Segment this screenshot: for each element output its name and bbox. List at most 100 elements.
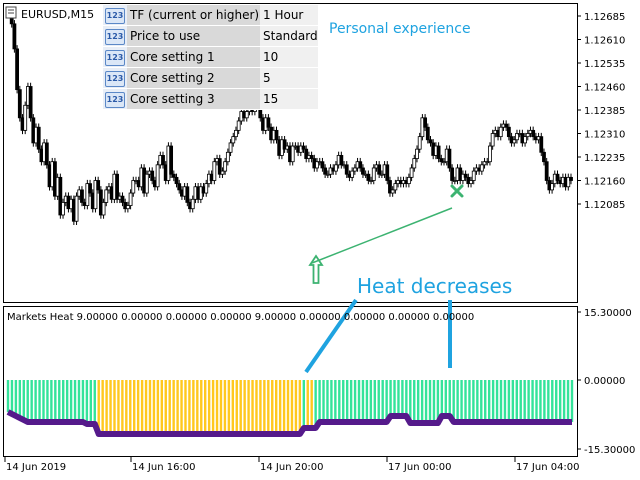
heat-bar bbox=[361, 380, 365, 422]
param-value[interactable]: Standard bbox=[260, 25, 318, 47]
candle-body bbox=[531, 129, 536, 138]
heat-bar bbox=[38, 380, 41, 422]
candle-body bbox=[315, 161, 319, 169]
heat-bar bbox=[65, 380, 69, 422]
candle-body bbox=[452, 180, 457, 182]
heat-bar bbox=[452, 380, 455, 422]
heat-bar bbox=[456, 380, 459, 422]
123-icon: 123 bbox=[105, 7, 125, 24]
price-label: 1.12610 bbox=[584, 36, 625, 47]
heat-bar bbox=[416, 380, 420, 423]
candle-body bbox=[439, 158, 444, 163]
candle-body bbox=[371, 167, 376, 181]
heat-bar bbox=[523, 380, 526, 422]
heat-bar bbox=[58, 380, 61, 422]
heat-bar bbox=[562, 380, 566, 422]
candle-body bbox=[266, 117, 271, 128]
param-row-core1[interactable]: 123 Core setting 1 10 bbox=[103, 46, 318, 68]
heat-bar bbox=[365, 380, 369, 422]
heat-bar bbox=[409, 380, 412, 423]
heat-bar bbox=[77, 380, 81, 422]
candle-body bbox=[485, 161, 490, 164]
candle-body bbox=[409, 167, 414, 178]
heat-bar bbox=[286, 380, 290, 434]
heat-bar bbox=[566, 380, 570, 422]
candle-body bbox=[128, 192, 133, 206]
heat-bar bbox=[259, 380, 262, 434]
candle-body bbox=[96, 180, 101, 191]
candle-body bbox=[358, 161, 363, 169]
heat-bar bbox=[113, 380, 116, 434]
param-row-core2[interactable]: 123 Core setting 2 5 bbox=[103, 67, 318, 89]
candle-body bbox=[282, 139, 287, 150]
price-label: 1.12685 bbox=[584, 12, 625, 23]
candle-body bbox=[88, 183, 92, 194]
candle-body bbox=[212, 161, 217, 181]
candle-body bbox=[490, 133, 495, 147]
heat-bar bbox=[267, 380, 270, 434]
chart-menu-icon[interactable] bbox=[5, 6, 17, 19]
param-row-price[interactable]: 123 Price to use Standard bbox=[103, 25, 318, 47]
param-value[interactable]: 5 bbox=[260, 67, 318, 89]
candle-body bbox=[423, 117, 427, 128]
candle-body bbox=[301, 145, 306, 150]
heat-bar bbox=[472, 380, 475, 422]
candle-body bbox=[17, 89, 22, 119]
candle-body bbox=[325, 173, 330, 176]
candle-body bbox=[236, 120, 241, 131]
heat-bar bbox=[215, 380, 219, 434]
candle-body bbox=[28, 86, 33, 119]
heat-bar bbox=[6, 380, 10, 412]
candle-body bbox=[469, 180, 473, 185]
heat-bar bbox=[373, 380, 376, 422]
heat-bar bbox=[306, 380, 309, 428]
param-row-tf[interactable]: 123 TF (current or higher) 1 Hour bbox=[103, 5, 318, 26]
candle-body bbox=[352, 167, 357, 172]
candle-body bbox=[177, 183, 182, 191]
candle-body bbox=[442, 161, 446, 164]
heat-bar bbox=[26, 380, 29, 422]
heat-bar bbox=[338, 380, 341, 422]
heat-bar bbox=[18, 380, 22, 418]
trend-line[interactable] bbox=[311, 207, 453, 264]
candle-body bbox=[428, 139, 433, 144]
param-value[interactable]: 1 Hour bbox=[260, 5, 318, 26]
123-icon: 123 bbox=[105, 28, 125, 45]
heat-bar bbox=[531, 380, 534, 422]
heat-bar bbox=[515, 380, 518, 422]
personal-experience-label: Personal experience bbox=[329, 21, 471, 37]
heat-bar bbox=[428, 380, 432, 423]
heat-bar bbox=[389, 380, 392, 416]
heat-bar bbox=[440, 380, 444, 416]
heat-bar bbox=[314, 380, 317, 428]
123-icon: 123 bbox=[105, 70, 125, 87]
heat-bar bbox=[397, 380, 400, 416]
candle-body bbox=[161, 155, 165, 166]
candle-body bbox=[523, 136, 527, 144]
heat-bar bbox=[278, 380, 282, 434]
heat-bar bbox=[255, 380, 258, 434]
heat-bar bbox=[184, 380, 187, 434]
heat-bar bbox=[54, 380, 57, 422]
param-row-core3[interactable]: 123 Core setting 3 15 bbox=[103, 88, 318, 110]
heat-bar bbox=[491, 380, 495, 422]
heat-bar bbox=[62, 380, 65, 422]
candle-body bbox=[93, 180, 98, 210]
candle-body bbox=[44, 142, 49, 166]
param-value[interactable]: 10 bbox=[260, 46, 318, 68]
candle-body bbox=[379, 173, 384, 176]
candle-body bbox=[525, 133, 530, 138]
heat-bar bbox=[558, 380, 562, 422]
heat-bar bbox=[133, 380, 136, 434]
heat-bar bbox=[89, 380, 93, 424]
heat-bar bbox=[105, 380, 108, 434]
heat-bar bbox=[519, 380, 522, 422]
candle-body bbox=[417, 136, 422, 150]
param-value[interactable]: 15 bbox=[260, 88, 318, 110]
candle-body bbox=[15, 48, 20, 91]
candle-body bbox=[220, 170, 225, 175]
candle-body bbox=[274, 129, 279, 141]
candle-body bbox=[23, 104, 28, 131]
heat-bar bbox=[326, 380, 329, 422]
